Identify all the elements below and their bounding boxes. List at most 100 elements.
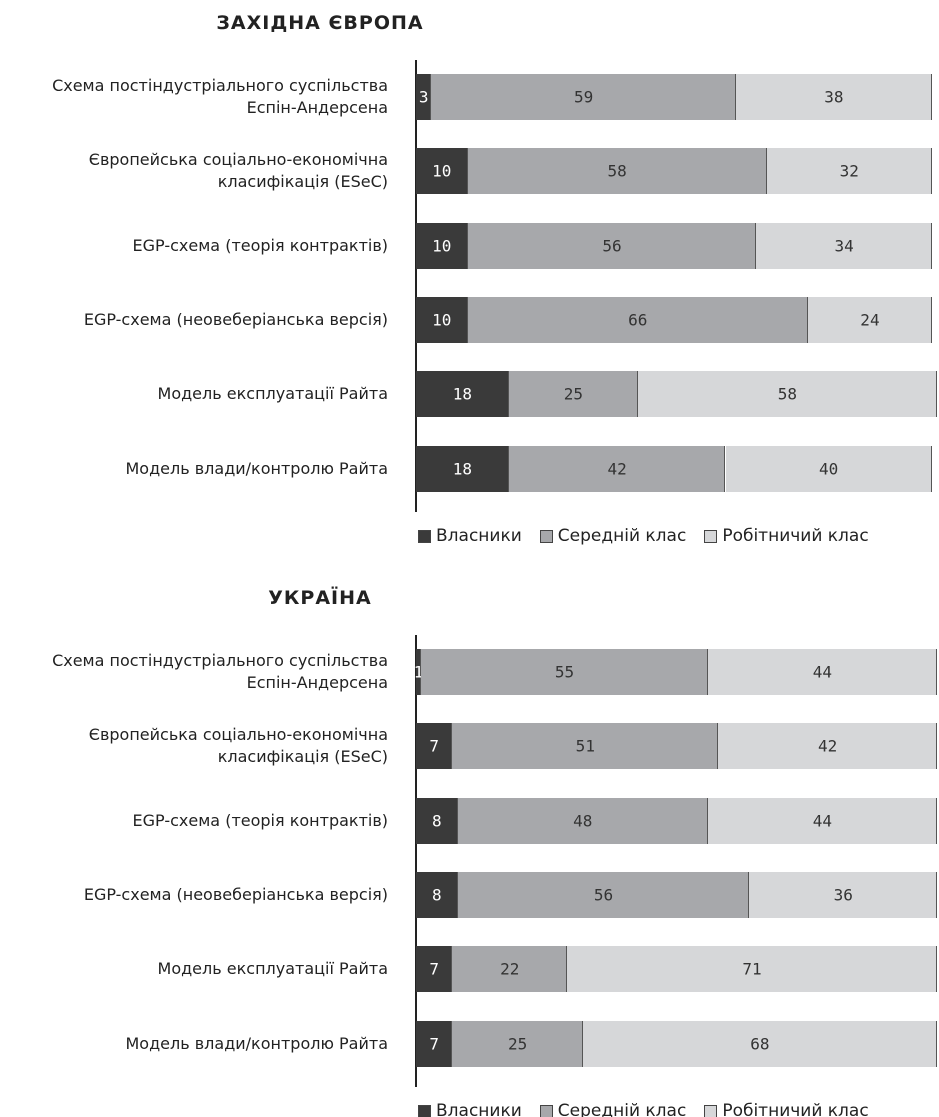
bar-segment — [416, 797, 458, 844]
chart-title: УКРАЇНА — [268, 587, 372, 609]
value-label: 10 — [432, 310, 452, 330]
bar-segment — [416, 222, 468, 269]
category-label: Модель експлуатації Райта — [157, 384, 388, 404]
legend-label: Власники — [436, 526, 522, 546]
bar-segment — [766, 148, 932, 195]
chart-title: ЗАХІДНА ЄВРОПА — [216, 12, 424, 34]
legend-item: Середній клас — [539, 526, 687, 546]
value-label: 55 — [554, 662, 575, 682]
legend-label: Робітничий клас — [722, 1101, 869, 1117]
bar-segment — [508, 371, 638, 418]
category-label: Схема постіндустріального суспільства Ес… — [52, 76, 388, 117]
value-label: 7 — [429, 1034, 440, 1053]
bar-segment — [707, 797, 937, 844]
bar-segment — [416, 371, 509, 418]
value-label: 71 — [742, 959, 762, 979]
bar-segment — [416, 74, 432, 120]
bar-segment — [467, 148, 767, 195]
legend-item: Власники — [418, 526, 522, 546]
category-label: Європейська соціально-економічна класифі… — [88, 725, 388, 767]
bar-segment — [416, 148, 468, 195]
bar-segment — [725, 445, 932, 492]
bar-segment — [508, 445, 726, 492]
value-label: 68 — [750, 1034, 770, 1053]
bar-segment — [467, 222, 757, 269]
category-label: Схема постіндустріального суспільства Ес… — [52, 651, 388, 692]
value-label: 38 — [824, 87, 844, 107]
value-label: 58 — [607, 161, 627, 181]
value-label: 8 — [432, 885, 442, 905]
value-label: 24 — [860, 310, 880, 330]
legend-item: Робітничий клас — [704, 1101, 869, 1117]
bar-segment — [582, 1020, 937, 1067]
legend-item: Робітничий клас — [704, 526, 869, 546]
bar-segment — [452, 1020, 583, 1067]
legend-label: Середній клас — [557, 526, 687, 546]
legend-swatch — [704, 1104, 718, 1117]
legend-item: Середній клас — [539, 1101, 687, 1117]
legend-label: Власники — [436, 1101, 522, 1117]
legend-swatch — [704, 529, 718, 543]
bar-segment — [416, 871, 458, 918]
value-label: 58 — [777, 384, 798, 404]
category-label: Модель експлуатації Райта — [157, 959, 388, 979]
value-label: 59 — [574, 87, 594, 107]
bar-segment — [416, 723, 453, 770]
value-label: 36 — [833, 885, 853, 905]
value-label: 56 — [593, 885, 614, 905]
value-label: 8 — [432, 811, 442, 831]
value-label: 7 — [429, 736, 440, 756]
value-label: 3 — [418, 87, 429, 107]
value-label: 34 — [834, 236, 854, 256]
axis-line — [415, 60, 417, 512]
bar-segment — [457, 797, 708, 844]
value-label: 48 — [573, 811, 593, 831]
category-label: EGP-схема (неовеберіанська версія) — [83, 884, 388, 904]
value-label: 10 — [432, 236, 452, 256]
axis-line — [415, 635, 417, 1087]
value-label: 18 — [452, 459, 473, 478]
legend: Власники Середній клас Робітничий клас — [418, 526, 869, 546]
legend-swatch — [418, 529, 431, 543]
bar-segment — [467, 296, 809, 343]
bar-segment — [718, 723, 937, 770]
category-label: EGP-схема (теорія контрактів) — [132, 810, 388, 830]
value-label: 25 — [507, 1034, 528, 1053]
bar-segment — [735, 74, 932, 120]
bar-segment — [756, 222, 932, 269]
bar-segment — [416, 649, 422, 695]
category-label: EGP-схема (неовеберіанська версія) — [83, 309, 388, 329]
bar-segment — [749, 871, 937, 918]
legend-swatch — [539, 529, 553, 543]
bar-segment — [452, 723, 719, 770]
value-label: 44 — [812, 811, 833, 831]
value-label: 51 — [575, 736, 595, 756]
bar-segment — [567, 946, 937, 993]
bar-segment — [416, 445, 509, 492]
value-label: 22 — [500, 959, 520, 979]
legend-swatch — [418, 1104, 431, 1117]
category-label: Модель влади/контролю Райта — [125, 1033, 389, 1053]
value-label: 40 — [819, 459, 839, 478]
value-label: 1 — [413, 662, 424, 682]
bar-segment — [416, 296, 468, 343]
value-label: 10 — [432, 161, 452, 181]
category-label: Модель влади/контролю Райта — [125, 458, 389, 478]
value-label: 25 — [563, 384, 583, 404]
category-label: EGP-схема (теорія контрактів) — [132, 235, 388, 255]
legend-swatch — [539, 1104, 553, 1117]
bar-segment — [457, 871, 750, 918]
bar-segment — [421, 649, 708, 695]
legend-label: Середній клас — [557, 1101, 687, 1117]
bar-segment — [416, 1020, 453, 1067]
legend-item: Власники — [418, 1101, 522, 1117]
bar-segment — [808, 296, 932, 343]
value-label: 18 — [452, 384, 473, 404]
bar-segment — [637, 371, 937, 418]
value-label: 44 — [812, 662, 833, 682]
bar-segment — [707, 649, 937, 695]
legend-label: Робітничий клас — [722, 526, 869, 546]
legend: Власники Середній клас Робітничий клас — [418, 1101, 869, 1117]
value-label: 42 — [607, 459, 627, 478]
